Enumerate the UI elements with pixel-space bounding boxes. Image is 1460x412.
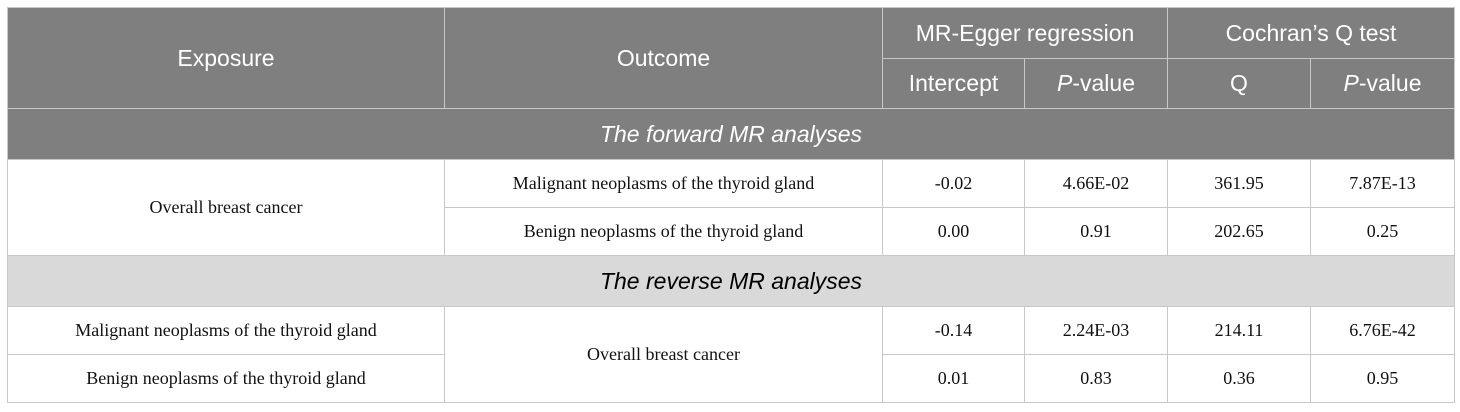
- p-value-suffix: -value: [1072, 70, 1135, 96]
- table-row: Benign neoplasms of the thyroid gland 0.…: [8, 207, 1455, 256]
- header-exposure: Exposure: [7, 7, 445, 109]
- header-cochrans-q-test: Cochran’s Q test: [1167, 7, 1455, 59]
- table-row: Malignant neoplasms of the thyroid gland…: [7, 306, 1455, 403]
- section-title-forward: The forward MR analyses: [7, 108, 1455, 160]
- header-outcome: Outcome: [444, 7, 883, 109]
- header-cochran-p-value: P-value: [1310, 58, 1455, 109]
- mr-sensitivity-table: Exposure Outcome MR-Egger regression Coc…: [7, 7, 1455, 403]
- header-row-2: Intercept P-value Q P-value: [8, 58, 1455, 109]
- section-row-forward: The forward MR analyses: [7, 108, 1455, 160]
- cell-intercept: 0.00: [882, 207, 1025, 256]
- p-value-suffix: -value: [1358, 70, 1422, 96]
- cell-q-p: 6.76E-42: [1310, 306, 1455, 355]
- cell-q-p: 0.25: [1310, 207, 1455, 256]
- header-intercept: Intercept: [882, 58, 1025, 109]
- cell-q: 361.95: [1167, 159, 1311, 208]
- cell-exposure-merged: Overall breast cancer: [7, 159, 445, 256]
- section-row-reverse: The reverse MR analyses: [7, 255, 1455, 307]
- cell-egger-p: 2.24E-03: [1024, 306, 1168, 355]
- cell-egger-p: 4.66E-02: [1024, 159, 1168, 208]
- header-mr-egger-regression: MR-Egger regression: [882, 7, 1168, 59]
- cell-egger-p: 0.91: [1024, 207, 1168, 256]
- cell-q: 0.36: [1167, 354, 1311, 403]
- header-q: Q: [1167, 58, 1311, 109]
- cell-intercept: -0.02: [882, 159, 1025, 208]
- header-egger-p-value: P-value: [1024, 58, 1168, 109]
- cell-q-p: 7.87E-13: [1310, 159, 1455, 208]
- p-italic-label: P: [1057, 70, 1073, 96]
- table-row: Benign neoplasms of the thyroid gland 0.…: [7, 354, 1455, 403]
- cell-outcome: Malignant neoplasms of the thyroid gland: [444, 159, 883, 208]
- p-italic-label: P: [1343, 70, 1359, 96]
- cell-intercept: -0.14: [882, 306, 1025, 355]
- cell-q: 214.11: [1167, 306, 1311, 355]
- cell-outcome-merged: Overall breast cancer: [444, 306, 883, 403]
- cell-egger-p: 0.83: [1024, 354, 1168, 403]
- cell-outcome: Benign neoplasms of the thyroid gland: [444, 207, 883, 256]
- cell-q-p: 0.95: [1310, 354, 1455, 403]
- section-title-reverse: The reverse MR analyses: [7, 255, 1455, 307]
- cell-q: 202.65: [1167, 207, 1311, 256]
- cell-exposure: Malignant neoplasms of the thyroid gland: [7, 306, 445, 355]
- cell-intercept: 0.01: [882, 354, 1025, 403]
- table-row: Overall breast cancer Malignant neoplasm…: [7, 159, 1455, 256]
- cell-exposure: Benign neoplasms of the thyroid gland: [7, 354, 445, 403]
- header-row-1: Exposure Outcome MR-Egger regression Coc…: [7, 7, 1455, 109]
